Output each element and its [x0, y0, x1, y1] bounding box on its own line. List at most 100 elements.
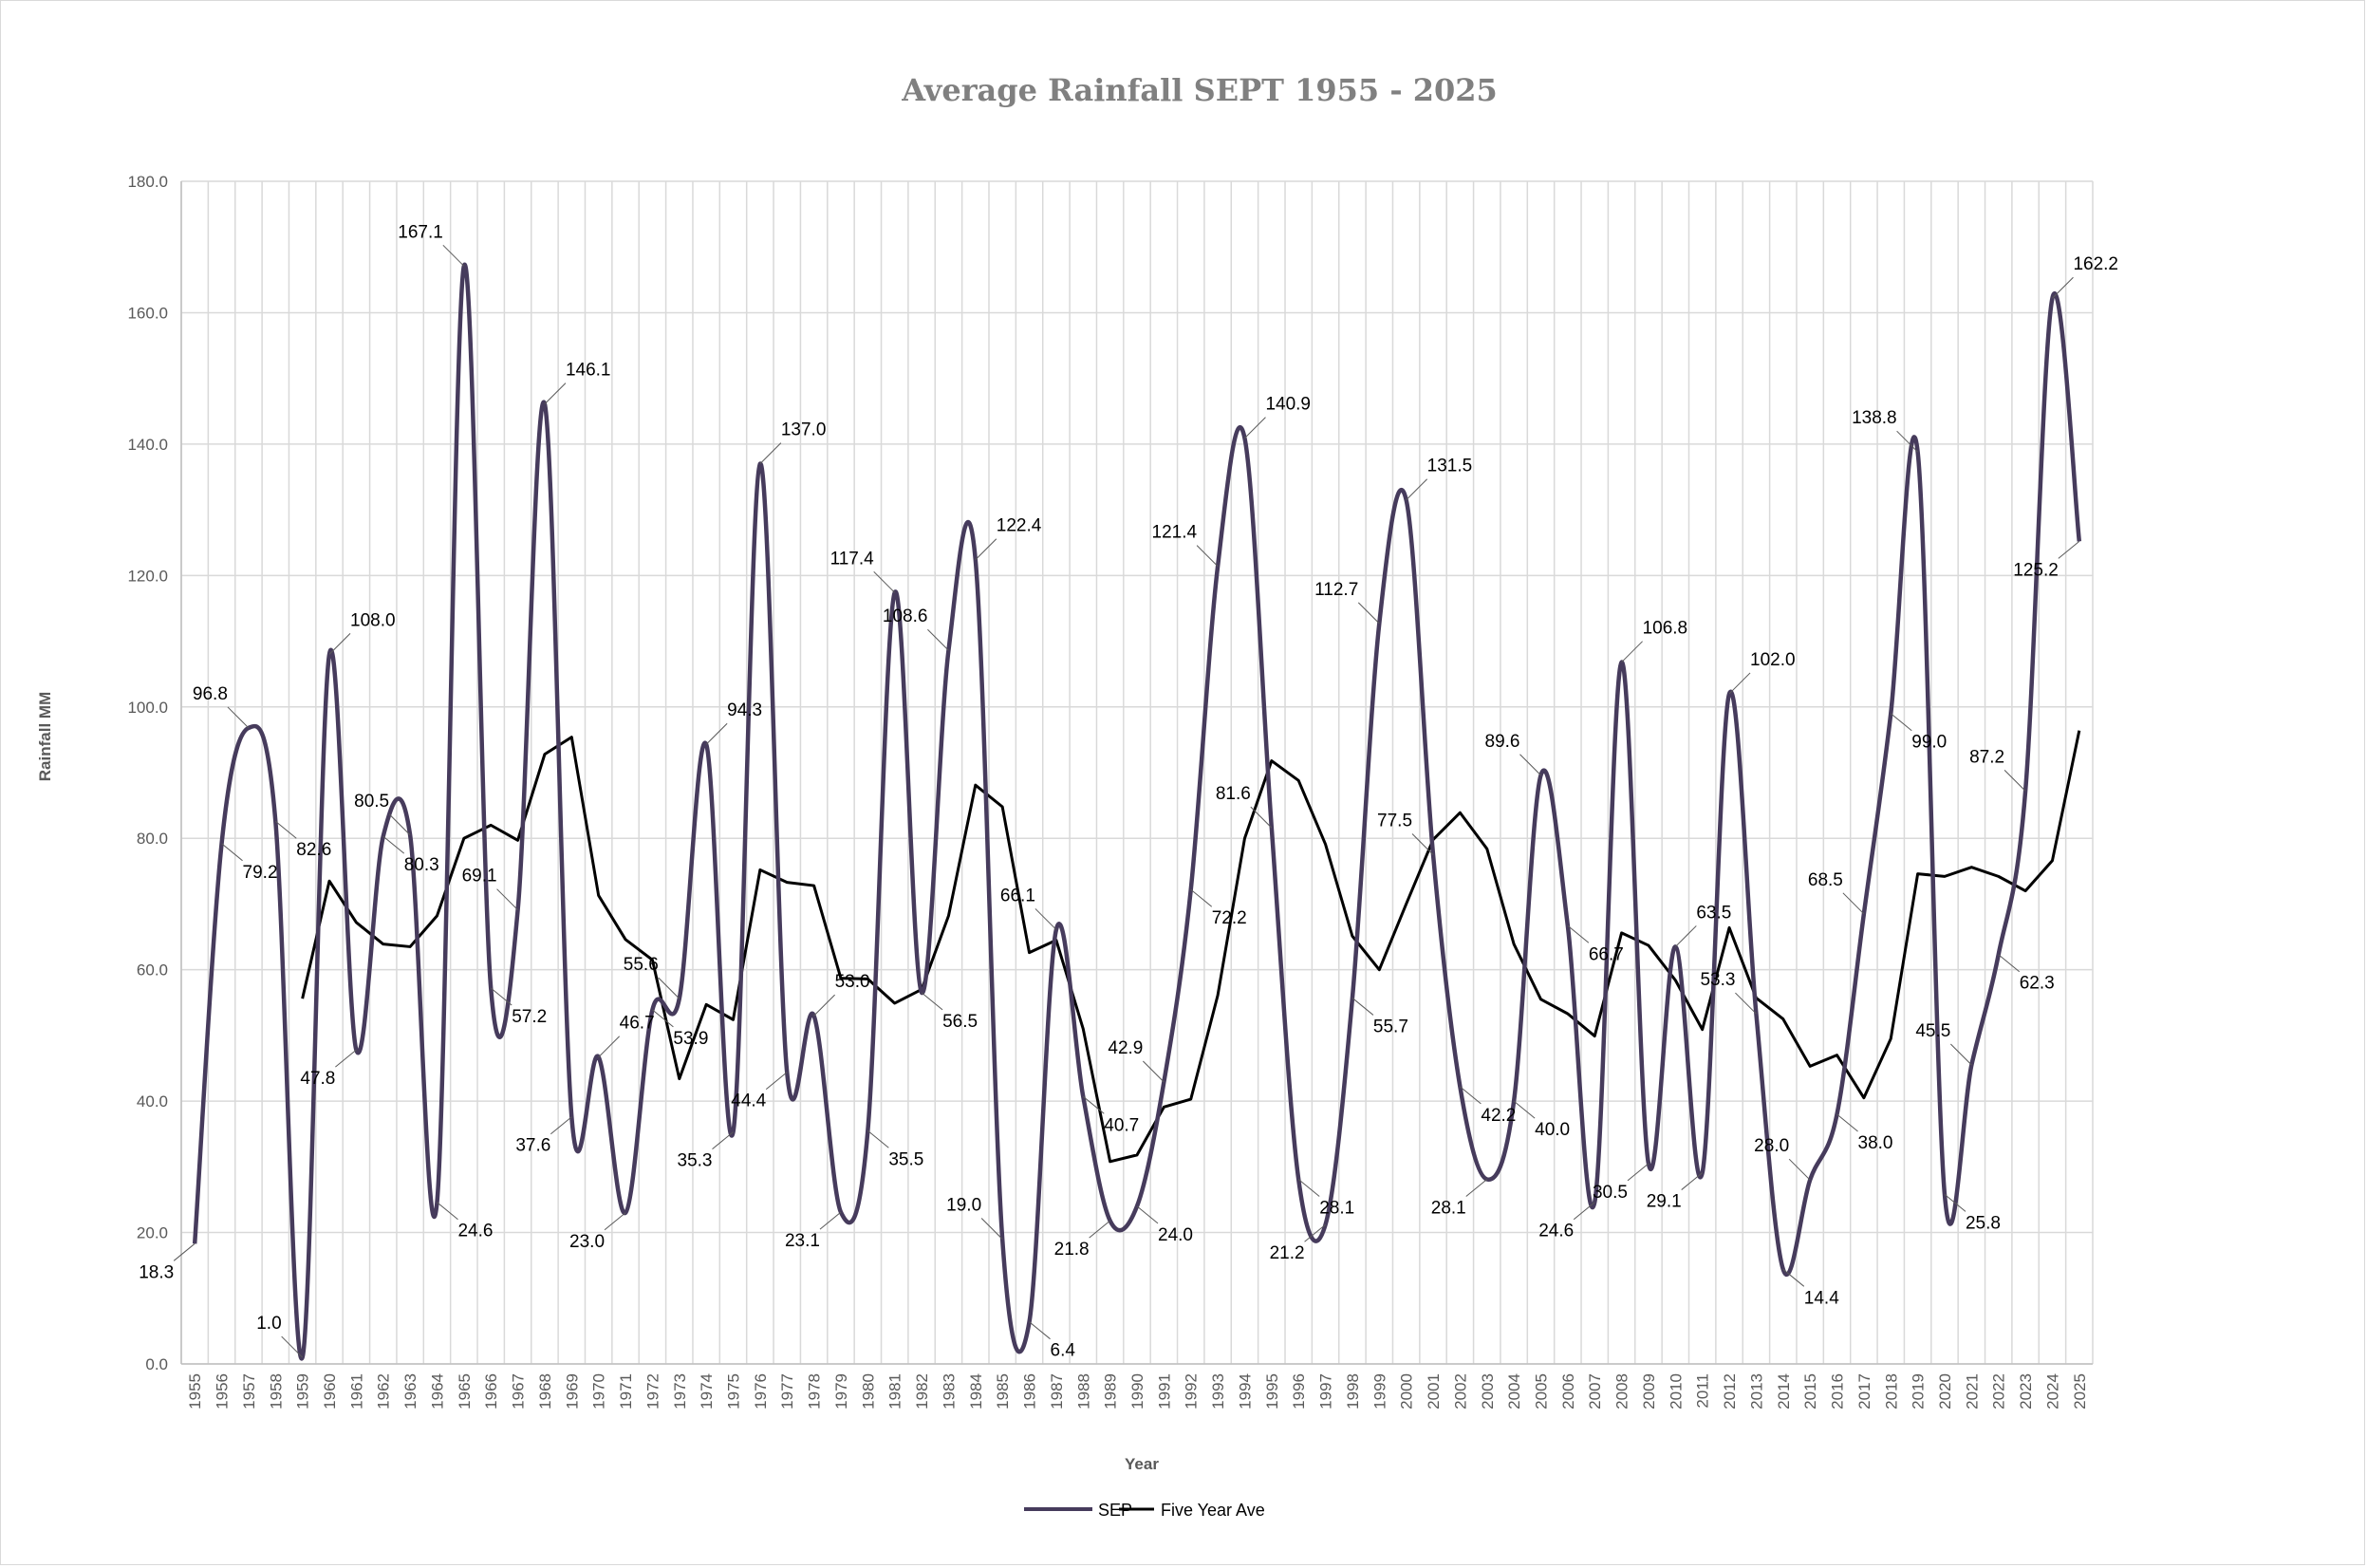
data-label-leader: [1842, 892, 1865, 915]
x-tick-label: 1969: [563, 1373, 581, 1409]
data-label: 44.4: [731, 1092, 766, 1111]
x-tick-label: 1970: [590, 1373, 608, 1409]
x-tick-label: 1999: [1370, 1373, 1389, 1409]
chart-title: Average Rainfall SEPT 1955 - 2025: [901, 72, 1498, 108]
data-label-leader: [1196, 545, 1219, 567]
data-label: 1.0: [256, 1314, 281, 1334]
x-tick-label: 1962: [375, 1373, 393, 1409]
data-label: 69.1: [462, 867, 497, 887]
legend-label-five-year-ave: Five Year Ave: [1161, 1501, 1265, 1520]
data-label: 66.7: [1589, 944, 1624, 964]
data-label: 40.7: [1104, 1115, 1139, 1135]
data-label-leader: [227, 706, 250, 729]
x-tick-label: 1981: [886, 1373, 904, 1409]
data-label-leader: [1244, 417, 1266, 439]
data-label-leader: [1465, 1179, 1488, 1197]
data-label-leader: [2058, 540, 2080, 559]
data-label: 21.2: [1270, 1243, 1305, 1263]
data-label: 45.5: [1915, 1021, 1950, 1041]
data-label-leader: [1411, 833, 1434, 855]
data-label: 125.2: [2013, 560, 2059, 580]
data-label-leader: [442, 244, 465, 267]
y-tick-label: 100.0: [127, 699, 168, 717]
data-label-leader: [437, 1202, 458, 1221]
x-tick-label: 1984: [967, 1373, 985, 1409]
data-label: 112.7: [1314, 580, 1358, 600]
x-tick-label: 2019: [1910, 1373, 1928, 1409]
data-label-leader: [1519, 754, 1541, 776]
x-tick-label: 1993: [1209, 1373, 1227, 1409]
y-tick-label: 40.0: [137, 1092, 168, 1111]
data-label: 80.3: [404, 855, 439, 875]
x-tick-label: 2015: [1801, 1373, 1819, 1409]
data-label: 38.0: [1858, 1133, 1893, 1153]
data-label-leader: [1944, 1194, 1966, 1212]
data-label: 117.4: [830, 549, 875, 569]
x-tick-label: 2020: [1936, 1373, 1954, 1409]
data-label-leader: [1351, 998, 1374, 1016]
data-label: 42.9: [1108, 1038, 1143, 1058]
x-tick-label: 1989: [1102, 1373, 1120, 1409]
data-label: 108.0: [350, 610, 396, 630]
data-label: 18.3: [139, 1262, 174, 1282]
x-tick-label: 2023: [2017, 1373, 2035, 1409]
x-tick-label: 1990: [1128, 1373, 1146, 1409]
data-label-leader: [1136, 1205, 1159, 1224]
y-tick-label: 140.0: [127, 436, 168, 454]
x-tick-label: 1996: [1290, 1373, 1308, 1409]
data-label-leader: [1728, 672, 1751, 695]
data-label: 106.8: [1643, 619, 1688, 639]
data-label-leader: [1949, 1043, 1972, 1066]
x-tick-label: 1986: [1021, 1373, 1039, 1409]
data-label: 19.0: [946, 1195, 981, 1215]
x-tick-label: 1991: [1155, 1373, 1173, 1409]
data-label-leader: [1782, 1268, 1805, 1287]
series-line-sep: [192, 262, 2082, 1361]
x-tick-label: 1974: [698, 1373, 716, 1409]
x-tick-label: 2002: [1451, 1373, 1469, 1409]
data-label: 30.5: [1593, 1183, 1628, 1203]
y-tick-label: 120.0: [127, 567, 168, 585]
data-label: 37.6: [515, 1136, 550, 1156]
data-label-leader: [658, 977, 680, 999]
x-tick-label: 1960: [321, 1373, 339, 1409]
data-label: 28.1: [1431, 1198, 1466, 1218]
y-tick-label: 80.0: [137, 830, 168, 848]
data-label-leader: [1143, 1060, 1165, 1083]
x-tick-label: 1992: [1183, 1373, 1201, 1409]
x-tick-label: 2000: [1398, 1373, 1416, 1409]
x-tick-label: 1967: [510, 1373, 528, 1409]
data-label-leader: [1681, 1172, 1704, 1190]
data-label-leader: [2052, 276, 2074, 299]
legend-label-sep: SEP: [1098, 1501, 1132, 1520]
data-label-leader: [652, 1009, 674, 1028]
data-label: 68.5: [1808, 870, 1843, 890]
x-tick-label: 2017: [1855, 1373, 1873, 1409]
data-label: 89.6: [1485, 732, 1520, 752]
data-label-leader: [759, 442, 782, 465]
data-label: 77.5: [1377, 812, 1412, 831]
x-tick-label: 1977: [778, 1373, 796, 1409]
x-tick-label: 1997: [1317, 1373, 1335, 1409]
data-label-leader: [1513, 1100, 1536, 1119]
data-label-leader: [388, 813, 411, 836]
x-tick-label: 2013: [1747, 1373, 1765, 1409]
data-label: 23.0: [569, 1232, 605, 1252]
data-label-leader: [1250, 806, 1273, 829]
data-label: 53.3: [1700, 970, 1735, 990]
data-label: 162.2: [2073, 254, 2118, 274]
y-axis-title: Rainfall MM: [36, 692, 54, 781]
data-label: 57.2: [512, 1007, 547, 1027]
data-label-leader: [221, 843, 243, 862]
data-label: 42.2: [1481, 1106, 1516, 1126]
data-label-leader: [1357, 602, 1380, 625]
y-tick-label: 60.0: [137, 961, 168, 980]
data-label-leader: [813, 994, 835, 1017]
data-label: 108.6: [883, 607, 928, 626]
data-label: 63.5: [1696, 903, 1731, 923]
data-label: 6.4: [1051, 1341, 1076, 1361]
data-label-leader: [281, 1335, 304, 1358]
data-label: 21.8: [1054, 1240, 1090, 1260]
data-label: 28.1: [1319, 1198, 1354, 1218]
